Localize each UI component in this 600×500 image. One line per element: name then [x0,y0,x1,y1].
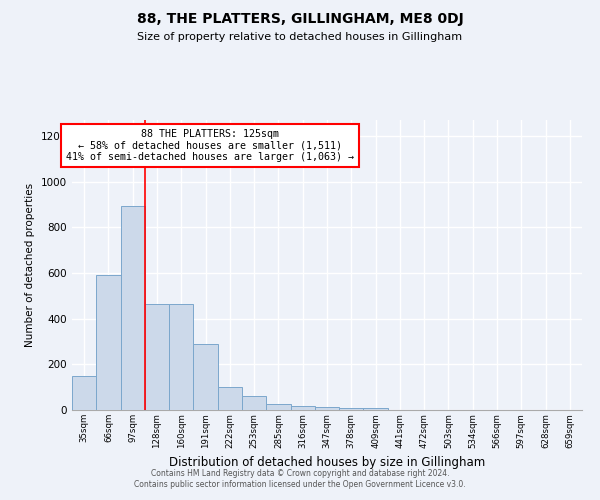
Bar [193,344,218,410]
Y-axis label: Number of detached properties: Number of detached properties [25,183,35,347]
Bar [242,396,266,410]
Bar [72,376,96,410]
Bar [315,407,339,410]
Bar [266,404,290,410]
Bar [290,406,315,410]
X-axis label: Distribution of detached houses by size in Gillingham: Distribution of detached houses by size … [169,456,485,469]
Bar [218,387,242,410]
Bar [145,304,169,410]
Text: 88 THE PLATTERS: 125sqm
← 58% of detached houses are smaller (1,511)
41% of semi: 88 THE PLATTERS: 125sqm ← 58% of detache… [66,128,354,162]
Bar [339,408,364,410]
Text: 88, THE PLATTERS, GILLINGHAM, ME8 0DJ: 88, THE PLATTERS, GILLINGHAM, ME8 0DJ [137,12,463,26]
Text: Contains HM Land Registry data © Crown copyright and database right 2024.: Contains HM Land Registry data © Crown c… [151,468,449,477]
Text: Size of property relative to detached houses in Gillingham: Size of property relative to detached ho… [137,32,463,42]
Bar [169,304,193,410]
Bar [96,276,121,410]
Bar [364,408,388,410]
Bar [121,206,145,410]
Text: Contains public sector information licensed under the Open Government Licence v3: Contains public sector information licen… [134,480,466,489]
